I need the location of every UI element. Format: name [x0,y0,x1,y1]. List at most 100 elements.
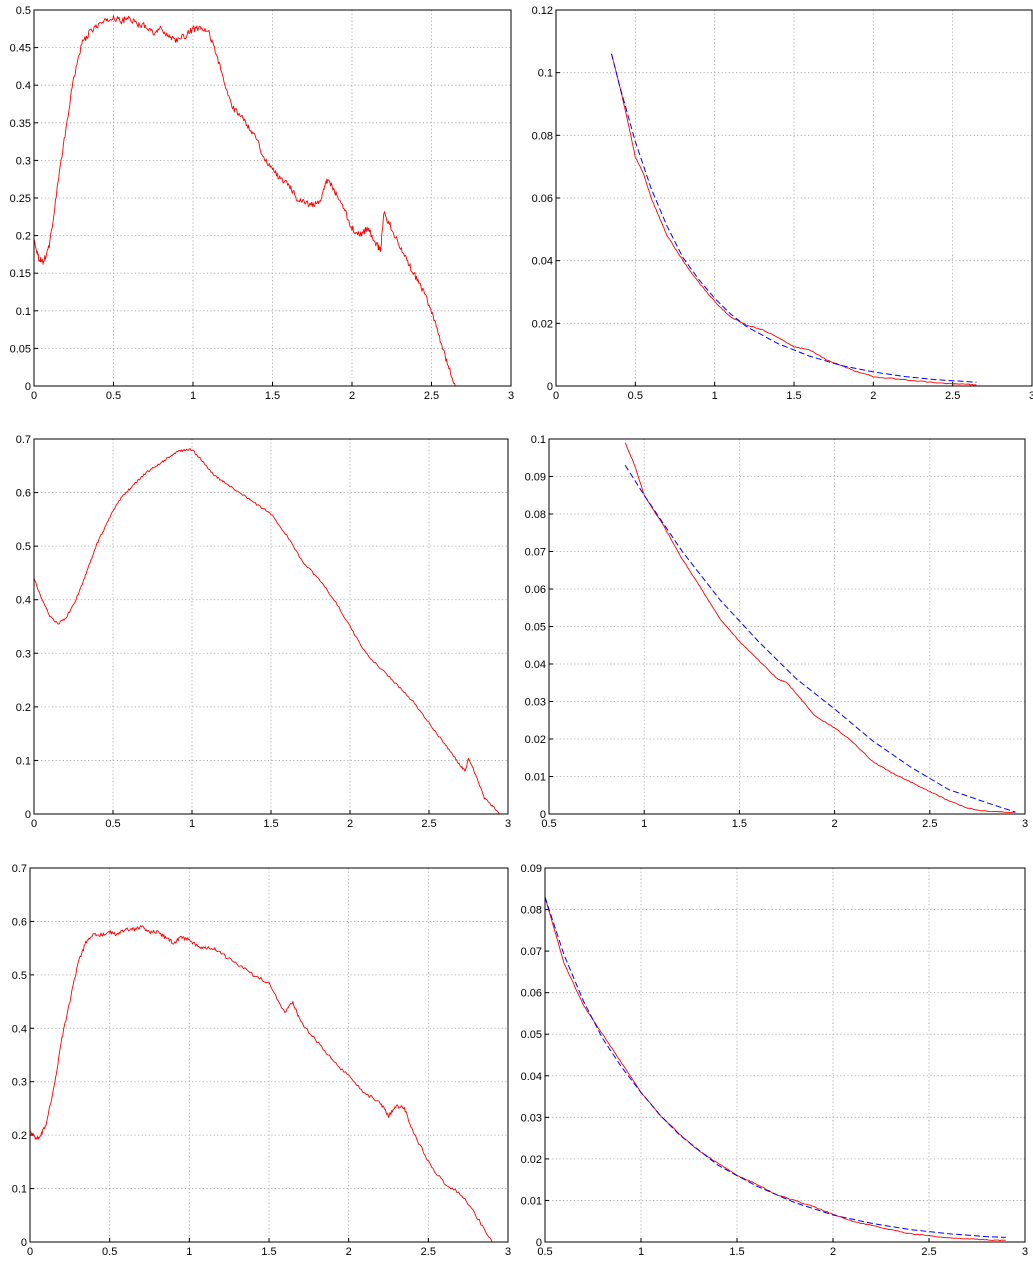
y-tick-label: 0.03 [521,1112,542,1124]
data-curve-line [33,448,501,815]
x-tick-label: 3 [1022,1246,1028,1258]
y-tick-label: 0.1 [12,1184,27,1196]
x-tick-label: 1.5 [732,818,747,830]
y-tick-label: 0.25 [10,193,31,205]
y-tick-label: 0.4 [12,1023,27,1035]
chart-panel-1: 0 0.5 1 1.5 2 2.5 3 0 0.05 0.1 0.15 0.2 0.25 0.3 0.35 0… [10,5,514,402]
x-tick-label: 1 [638,1246,644,1258]
y-tick-label: 0.12 [532,5,553,17]
y-tick-label: 0.09 [525,472,546,484]
x-tick-label: 2 [870,390,876,402]
y-tick-label: 0.6 [12,916,27,928]
y-tick-label: 0.3 [16,648,31,660]
y-tick-label: 0.4 [16,80,31,92]
y-tick-label: 0.1 [531,434,546,446]
data-curve-line [29,925,493,1243]
x-tick-label: 1 [186,1246,192,1258]
y-tick-label: 0.1 [16,306,31,318]
fitted-curve-line [624,464,1016,813]
x-tick-label: 2.5 [424,390,439,402]
x-tick-label: 1.5 [261,1246,276,1258]
x-tick-label: 0.5 [105,818,120,830]
y-tick-label: 0 [536,1237,542,1249]
data-curve-line [33,15,456,387]
y-tick-label: 0 [547,381,553,393]
axes-border [544,867,1026,1243]
y-tick-label: 0.01 [525,772,546,784]
x-tick-label: 1.5 [786,390,801,402]
x-tick-label: 2 [349,390,355,402]
x-tick-label: 3 [505,818,511,830]
x-tick-label: 0.5 [541,818,556,830]
y-tick-label: 0.02 [532,318,553,330]
y-tick-label: 0.06 [532,193,553,205]
plot-area [544,867,1026,1243]
x-tick-label: 0.5 [628,390,643,402]
x-tick-label: 3 [508,390,514,402]
x-tick-label: 1.5 [265,390,280,402]
y-tick-label: 0.5 [12,970,27,982]
fitted-curve-line [611,53,977,383]
chart-panel-3: 0 0.5 1 1.5 2 2.5 3 0 0.1 0.2 0.3 0.4 0.5 0.6 0.7 [16,434,511,830]
y-tick-label: 0.09 [521,863,542,875]
x-tick-label: 2 [346,1246,352,1258]
x-tick-label: 2.5 [945,390,960,402]
y-tick-label: 0 [540,809,546,821]
x-tick-label: 2 [832,818,838,830]
y-tick-label: 0.05 [521,1029,542,1041]
y-tick-label: 0.05 [10,343,31,355]
y-tick-label: 0.2 [16,231,31,243]
x-tick-label: 3 [505,1246,511,1258]
x-tick-label: 0 [31,818,37,830]
data-curve-line [624,442,1016,813]
axes-border [33,9,512,387]
y-tick-label: 0 [25,381,31,393]
y-tick-label: 0.02 [525,734,546,746]
y-tick-label: 0.1 [16,755,31,767]
y-tick-label: 0.05 [525,622,546,634]
y-tick-label: 0.08 [521,905,542,917]
y-tick-label: 0.08 [532,130,553,142]
x-tick-label: 2.5 [421,1246,436,1258]
chart-panel-4: 0.5 1 1.5 2 2.5 3 0 0.01 0.02 0.03 0.04 0.05 0.06 0.0… [525,434,1028,830]
axes-border [29,867,509,1243]
x-tick-label: 1 [641,818,647,830]
y-tick-label: 0.04 [521,1071,542,1083]
y-tick-label: 0.07 [525,547,546,559]
y-tick-label: 0.02 [521,1154,542,1166]
y-tick-label: 0.06 [521,988,542,1000]
axes-border [555,9,1033,387]
x-tick-label: 2.5 [421,818,436,830]
x-tick-label: 0 [31,390,37,402]
y-tick-label: 0.15 [10,268,31,280]
y-tick-label: 0.6 [16,488,31,500]
x-tick-label: 1 [190,390,196,402]
y-tick-label: 0.3 [16,155,31,167]
x-tick-label: 0 [553,390,559,402]
y-tick-label: 0.5 [16,541,31,553]
y-tick-label: 0.2 [16,702,31,714]
x-tick-label: 0 [27,1246,33,1258]
y-tick-label: 0.03 [525,697,546,709]
y-tick-label: 0.7 [16,434,31,446]
y-tick-label: 0.08 [525,509,546,521]
y-tick-label: 0.04 [525,659,546,671]
axes-border [548,438,1026,815]
y-tick-label: 0 [21,1237,27,1249]
y-tick-label: 0.7 [12,863,27,875]
chart-panel-5: 0 0.5 1 1.5 2 2.5 3 0 0.1 0.2 0.3 0.4 0.5 0.6 0.7 [12,863,511,1258]
x-tick-label: 0.5 [106,390,121,402]
y-tick-label: 0.45 [10,43,31,55]
y-tick-label: 0.07 [521,946,542,958]
x-tick-label: 2.5 [922,818,937,830]
axes-border [33,438,509,815]
y-tick-label: 0.06 [525,584,546,596]
chart-panel-2: 0 0.5 1 1.5 2 2.5 3 0 0.02 0.04 0.06 0.08 0.1 0.12 [532,5,1033,402]
x-tick-label: 1.5 [729,1246,744,1258]
x-tick-label: 3 [1029,390,1033,402]
x-tick-label: 2.5 [921,1246,936,1258]
y-tick-label: 0.01 [521,1195,542,1207]
fitted-curve-line [544,896,1006,1238]
y-tick-label: 0.3 [12,1077,27,1089]
